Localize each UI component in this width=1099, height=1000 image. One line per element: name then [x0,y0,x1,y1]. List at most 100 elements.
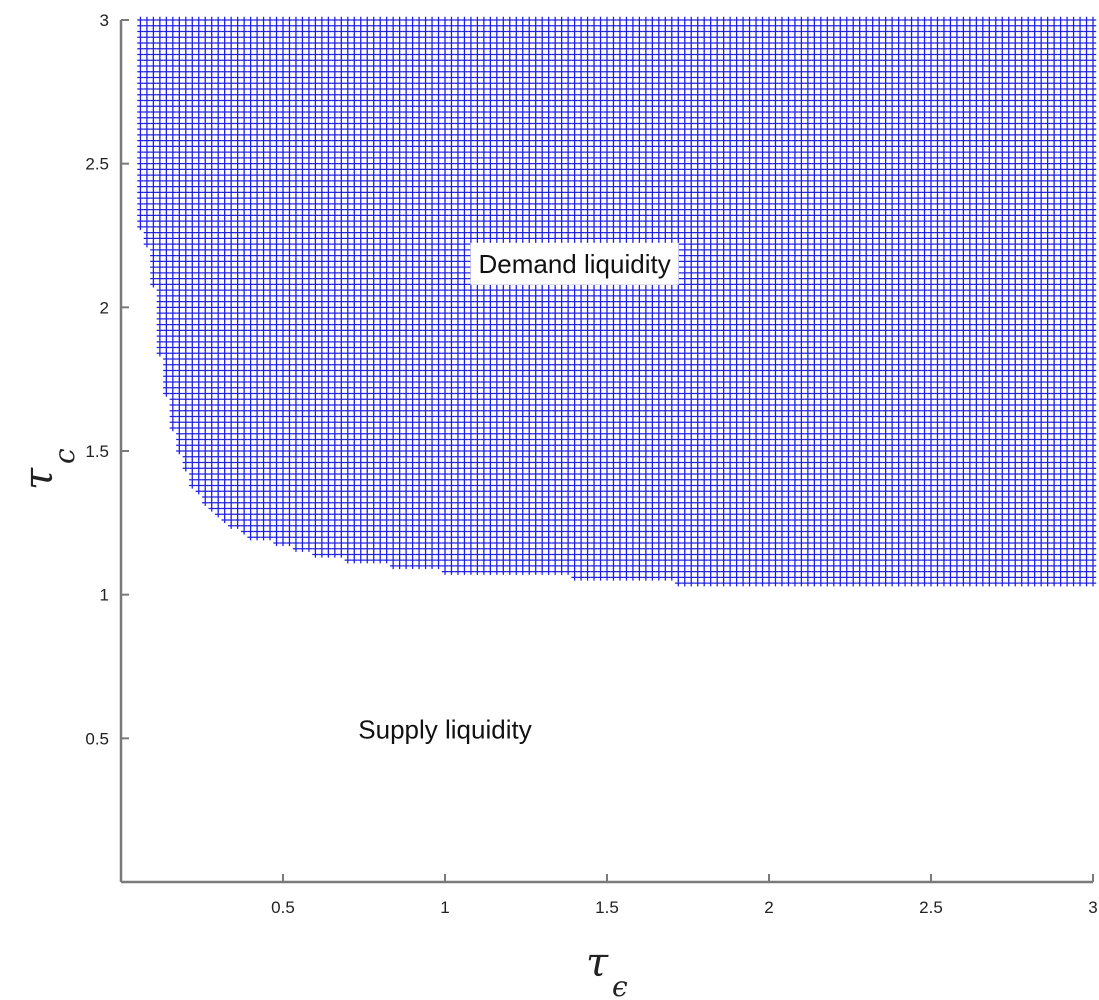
demand-marker [474,511,481,518]
demand-marker [215,286,222,294]
demand-marker [467,194,475,202]
demand-marker [273,217,280,225]
demand-marker [370,516,377,524]
demand-marker [441,217,449,225]
demand-marker [377,177,384,185]
demand-marker [396,396,403,403]
demand-marker [467,34,475,41]
demand-marker [364,447,371,455]
demand-marker [338,488,345,495]
demand-marker [286,120,293,127]
demand-marker [331,51,339,58]
demand-marker [441,551,449,558]
demand-marker [383,97,390,104]
demand-marker [435,309,442,317]
demand-marker [182,252,189,259]
demand-marker [409,217,416,225]
demand-marker [428,74,436,81]
demand-marker [454,143,462,150]
demand-marker [279,413,287,420]
demand-marker [383,534,390,541]
demand-marker [169,413,177,420]
demand-marker [286,217,293,225]
demand-marker [461,556,468,564]
demand-marker [305,332,313,340]
demand-marker [176,200,183,208]
demand-marker [402,148,410,156]
demand-marker [370,103,377,110]
demand-marker [331,327,339,334]
demand-marker [143,45,151,52]
demand-marker [422,171,429,179]
demand-marker [480,194,488,202]
demand-marker [247,304,254,311]
demand-marker [409,137,416,144]
demand-marker [454,442,462,449]
demand-marker [389,465,397,472]
demand-marker [286,223,293,231]
demand-marker [247,384,254,391]
demand-marker [467,499,475,506]
demand-marker [253,125,261,133]
demand-marker [247,338,254,346]
demand-marker [234,505,241,512]
demand-marker [305,120,313,127]
demand-marker [377,275,384,282]
demand-marker [389,556,397,564]
demand-marker [176,166,183,173]
demand-marker [480,476,488,483]
demand-marker [305,476,313,483]
demand-marker [227,166,235,173]
demand-marker [182,68,189,75]
demand-marker [240,183,248,190]
demand-marker [344,189,351,196]
demand-marker [169,263,177,271]
demand-marker [351,355,358,363]
demand-marker [202,131,209,139]
demand-marker [137,39,144,47]
demand-marker [182,286,189,294]
demand-marker [299,143,306,150]
demand-marker [234,34,241,41]
demand-marker [318,143,326,150]
demand-marker [227,258,235,265]
demand-marker [467,522,475,529]
demand-marker [253,384,261,391]
demand-marker [364,424,371,432]
demand-marker [344,499,351,506]
demand-marker [364,350,371,357]
demand-marker [273,200,280,208]
demand-marker [402,143,410,150]
demand-region-markers [137,16,1097,587]
demand-marker [208,338,215,346]
demand-marker [240,189,248,196]
demand-marker [234,304,241,311]
demand-marker [266,166,274,173]
demand-marker [396,206,403,213]
demand-marker [189,57,196,64]
demand-marker [195,194,202,202]
demand-marker [273,436,280,443]
demand-marker [344,74,351,81]
demand-marker [435,252,442,259]
demand-marker [377,108,384,116]
demand-marker [208,378,215,386]
demand-marker [344,350,351,357]
demand-marker [396,97,403,104]
demand-marker [240,171,248,179]
demand-marker [150,177,157,185]
demand-marker [182,235,189,242]
demand-marker [266,246,274,254]
demand-marker [487,148,494,156]
demand-marker [480,499,488,506]
demand-marker [370,229,377,236]
demand-marker [266,200,274,208]
demand-marker [299,194,306,202]
demand-marker [396,131,403,139]
demand-marker [273,373,280,380]
demand-marker [292,298,300,305]
demand-marker [487,367,494,374]
demand-marker [189,223,196,231]
demand-marker [377,223,384,231]
demand-marker [389,148,397,156]
